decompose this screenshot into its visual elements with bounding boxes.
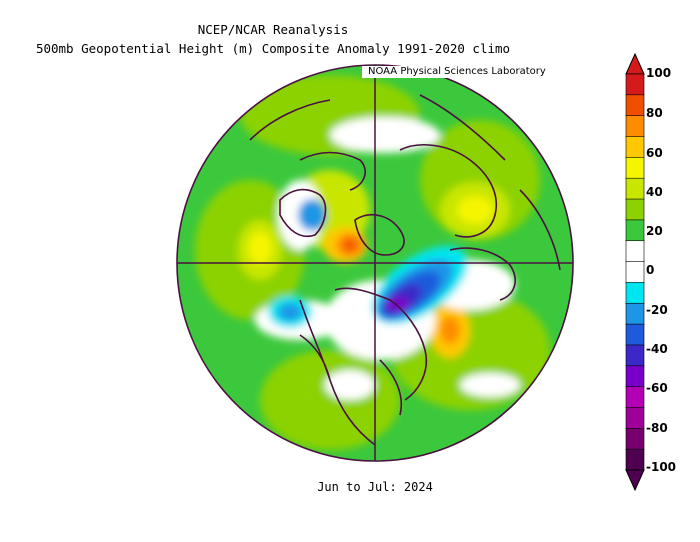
- colorbar-segment: [625, 407, 645, 430]
- map-boundary-circle: [176, 64, 574, 462]
- colorbar-segment: [625, 73, 645, 96]
- colorbar-segment: [625, 448, 645, 471]
- title-line-2: 500mb Geopotential Height (m) Composite …: [35, 41, 511, 56]
- colorbar-segment: [625, 323, 645, 346]
- colorbar-segment: [625, 344, 645, 367]
- title-line-1: NCEP/NCAR Reanalysis: [197, 22, 349, 37]
- period-label: Jun to Jul: 2024: [317, 480, 433, 494]
- colorbar-segment: [625, 282, 645, 305]
- colorbar-bottom-arrow: [625, 469, 645, 492]
- colorbar-segment: [625, 240, 645, 263]
- colorbar-segment: [625, 94, 645, 117]
- colorbar-tick: 60: [646, 146, 663, 160]
- colorbar-tick: -40: [646, 342, 668, 356]
- credit-label: NOAA Physical Sciences Laboratory: [362, 66, 552, 78]
- colorbar-segment: [625, 115, 645, 138]
- colorbar-segment: [625, 386, 645, 409]
- colorbar-segment: [625, 219, 645, 242]
- colorbar-tick: 80: [646, 106, 663, 120]
- colorbar-segment: [625, 428, 645, 450]
- colorbar-tick: -20: [646, 303, 668, 317]
- colorbar: [625, 52, 645, 492]
- coastlines: [249, 94, 561, 446]
- colorbar-tick: -80: [646, 421, 668, 435]
- colorbar-tick: -100: [646, 460, 677, 474]
- colorbar-top-arrow: [625, 52, 645, 75]
- colorbar-tick: 100: [646, 66, 672, 80]
- colorbar-segment: [625, 157, 645, 180]
- colorbar-segment: [625, 177, 645, 200]
- colorbar-segment: [625, 302, 645, 325]
- colorbar-segment: [625, 261, 645, 284]
- colorbar-segment: [625, 136, 645, 159]
- colorbar-tick: 0: [646, 263, 655, 277]
- colorbar-tick: 20: [646, 224, 663, 238]
- colorbar-segment: [625, 365, 645, 388]
- colorbar-segment: [625, 198, 645, 221]
- colorbar-tick: 40: [646, 185, 663, 199]
- colorbar-tick: -60: [646, 381, 668, 395]
